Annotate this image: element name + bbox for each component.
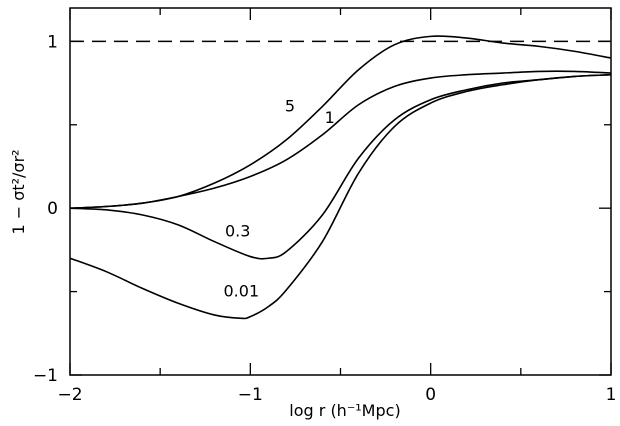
- x-tick-label: −1: [238, 385, 263, 405]
- y-axis-label: 1 − σt²/σr²: [9, 149, 28, 234]
- series-line-0-3: [69, 73, 612, 260]
- x-tick-label: 1: [606, 385, 617, 405]
- y-tick-label: 0: [47, 199, 58, 219]
- series-label-0-3: 0.3: [225, 222, 250, 241]
- series-line-5: [69, 35, 612, 209]
- series-label-0-01: 0.01: [224, 282, 260, 301]
- x-axis-label: log r (h⁻¹Mpc): [289, 401, 400, 420]
- series-label-1: 1: [325, 108, 335, 127]
- y-tick-label: 1: [47, 32, 58, 52]
- plot-frame: [69, 7, 612, 376]
- series-line-0-01: [69, 73, 612, 320]
- x-tick-label: 0: [425, 385, 436, 405]
- x-tick-label: −2: [57, 385, 82, 405]
- series-line-1: [69, 70, 612, 209]
- y-tick-label: −1: [33, 366, 58, 386]
- series-label-5: 5: [285, 96, 295, 115]
